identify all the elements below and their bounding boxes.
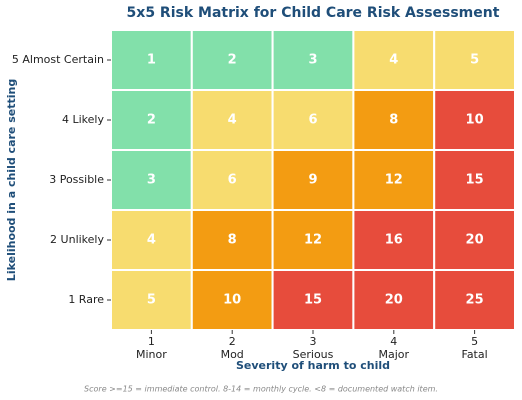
cell-value-label: 10 [223,293,241,308]
x-tick-label: 4 Major [378,335,410,361]
cell-value-label: 9 [308,173,317,188]
x-tick-label: 5 Fatal [461,335,488,361]
y-tick-label: 2 Unlikely [50,233,104,246]
cell-value-label: 25 [466,293,484,308]
x-tick-label: 3 Serious [292,335,334,361]
heatmap-cell [271,149,355,211]
footnote: Score >=15 = immediate control. 8-14 = m… [84,385,438,394]
cell-value-label: 4 [147,233,156,248]
x-tick-label: 2 Mod [220,335,244,361]
heatmap-cell [110,89,193,151]
cell-value-label: 16 [385,233,403,248]
cell-value-label: 3 [308,53,317,68]
heatmap-cell [433,269,517,331]
cell-value-label: 20 [385,293,403,308]
heatmap-cell [271,89,355,151]
chart-title: 5x5 Risk Matrix for Child Care Risk Asse… [127,5,500,21]
cell-value-label: 10 [466,113,484,128]
heatmap-cell [190,89,274,151]
cell-value-label: 4 [228,113,237,128]
cell-value-label: 4 [389,53,398,68]
x-axis-label: Severity of harm to child [236,359,390,372]
heatmap-cell [271,269,355,331]
heatmap-cell [433,149,517,211]
cell-value-label: 20 [466,233,484,248]
cell-value-label: 2 [228,53,237,68]
cell-value-label: 15 [304,293,322,308]
cell-value-label: 12 [304,233,322,248]
y-tick-label: 3 Possible [49,173,104,186]
cell-value-label: 12 [385,173,403,188]
heatmap-cell [352,149,436,211]
heatmap-cell [433,29,517,91]
cell-value-label: 15 [466,173,484,188]
cell-value-label: 2 [147,113,156,128]
cell-value-label: 6 [228,173,237,188]
x-tick-label: 1 Minor [136,335,167,361]
heatmap-cell [433,89,517,151]
heatmap-cell [190,269,274,331]
cell-value-label: 5 [470,53,479,68]
cell-value-label: 8 [228,233,237,248]
y-tick-label: 1 Rare [68,293,104,306]
cell-value-label: 8 [389,113,398,128]
y-tick-label: 4 Likely [62,113,104,126]
y-tick-label: 5 Almost Certain [12,53,104,66]
heatmap-cell [190,149,274,211]
cell-value-label: 1 [147,53,156,68]
y-axis-label: Likelihood in a child care setting [5,79,18,281]
heatmap-cell [433,209,517,271]
cell-value-label: 5 [147,293,156,308]
cell-value-label: 6 [308,113,317,128]
cell-value-label: 3 [147,173,156,188]
heatmap-cell [271,209,355,271]
